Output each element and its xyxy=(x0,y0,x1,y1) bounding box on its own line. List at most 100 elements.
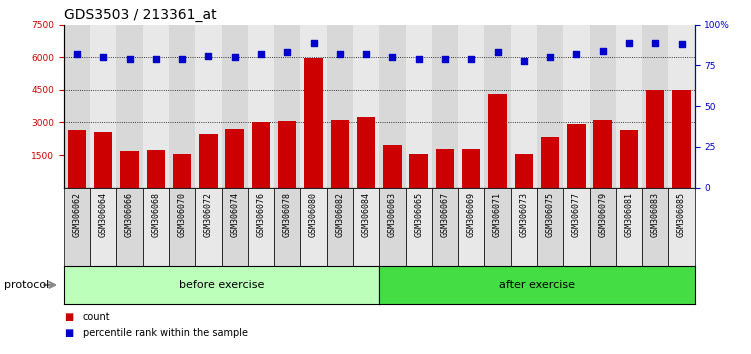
Bar xyxy=(406,25,432,188)
Bar xyxy=(64,25,90,188)
Bar xyxy=(225,129,244,188)
FancyBboxPatch shape xyxy=(432,188,458,266)
Bar xyxy=(199,135,218,188)
FancyBboxPatch shape xyxy=(90,188,116,266)
Point xyxy=(176,56,188,62)
Bar xyxy=(511,25,537,188)
Bar xyxy=(173,154,192,188)
Text: GSM306079: GSM306079 xyxy=(599,192,607,236)
Text: GSM306066: GSM306066 xyxy=(125,192,134,236)
FancyBboxPatch shape xyxy=(458,188,484,266)
Text: GSM306080: GSM306080 xyxy=(309,192,318,236)
Text: GSM306062: GSM306062 xyxy=(73,192,81,236)
FancyBboxPatch shape xyxy=(668,188,695,266)
Bar xyxy=(563,25,590,188)
Point xyxy=(466,56,478,62)
FancyBboxPatch shape xyxy=(64,188,90,266)
Text: GSM306063: GSM306063 xyxy=(388,192,397,236)
Point xyxy=(255,51,267,57)
Bar xyxy=(300,25,327,188)
Text: GSM306064: GSM306064 xyxy=(99,192,107,236)
Point xyxy=(98,55,110,60)
Text: GSM306077: GSM306077 xyxy=(572,192,581,236)
Bar xyxy=(304,58,323,188)
Text: GSM306085: GSM306085 xyxy=(677,192,686,236)
FancyBboxPatch shape xyxy=(379,188,406,266)
Bar xyxy=(278,121,297,188)
Text: count: count xyxy=(83,312,110,322)
Text: ■: ■ xyxy=(64,328,73,338)
FancyBboxPatch shape xyxy=(143,188,169,266)
FancyBboxPatch shape xyxy=(248,188,274,266)
Text: GSM306074: GSM306074 xyxy=(231,192,239,236)
Bar xyxy=(330,120,349,188)
Point xyxy=(439,56,451,62)
FancyBboxPatch shape xyxy=(642,188,668,266)
Text: GDS3503 / 213361_at: GDS3503 / 213361_at xyxy=(64,8,216,22)
Text: ■: ■ xyxy=(64,312,73,322)
Point xyxy=(282,50,294,55)
Bar xyxy=(120,151,139,188)
Text: GSM306082: GSM306082 xyxy=(336,192,344,236)
Bar xyxy=(357,117,376,188)
Text: GSM306075: GSM306075 xyxy=(546,192,554,236)
Point xyxy=(308,40,320,46)
Text: GSM306068: GSM306068 xyxy=(152,192,160,236)
Point xyxy=(124,56,136,62)
Bar xyxy=(642,25,668,188)
Bar xyxy=(668,25,695,188)
Text: GSM306076: GSM306076 xyxy=(257,192,265,236)
Bar xyxy=(146,150,165,188)
Bar xyxy=(514,154,533,188)
Bar xyxy=(94,132,113,188)
Bar xyxy=(646,90,665,188)
Bar xyxy=(672,90,691,188)
Point xyxy=(413,56,425,62)
Text: GSM306081: GSM306081 xyxy=(625,192,633,236)
Text: GSM306069: GSM306069 xyxy=(467,192,475,236)
Bar xyxy=(620,130,638,188)
Bar xyxy=(432,25,458,188)
Text: GSM306072: GSM306072 xyxy=(204,192,213,236)
FancyBboxPatch shape xyxy=(169,188,195,266)
Text: GSM306067: GSM306067 xyxy=(441,192,449,236)
Text: percentile rank within the sample: percentile rank within the sample xyxy=(83,328,248,338)
Point xyxy=(203,53,215,58)
Point xyxy=(387,55,399,60)
Point xyxy=(518,58,530,63)
Point xyxy=(150,56,162,62)
Bar xyxy=(143,25,169,188)
Bar xyxy=(327,25,353,188)
Text: before exercise: before exercise xyxy=(179,280,264,290)
Point xyxy=(649,40,661,46)
Text: protocol: protocol xyxy=(4,280,49,290)
Bar xyxy=(458,25,484,188)
FancyBboxPatch shape xyxy=(537,188,563,266)
Point xyxy=(544,55,556,60)
Text: GSM306065: GSM306065 xyxy=(415,192,423,236)
Bar xyxy=(353,25,379,188)
FancyBboxPatch shape xyxy=(511,188,537,266)
Bar xyxy=(488,94,507,188)
FancyBboxPatch shape xyxy=(484,188,511,266)
Bar xyxy=(379,25,406,188)
Bar xyxy=(462,149,481,188)
Bar xyxy=(616,25,642,188)
Text: GSM306083: GSM306083 xyxy=(651,192,659,236)
Bar xyxy=(274,25,300,188)
FancyBboxPatch shape xyxy=(195,188,222,266)
Text: GSM306070: GSM306070 xyxy=(178,192,186,236)
FancyBboxPatch shape xyxy=(274,188,300,266)
FancyBboxPatch shape xyxy=(327,188,353,266)
FancyBboxPatch shape xyxy=(353,188,379,266)
Point xyxy=(676,41,688,47)
Point xyxy=(71,51,83,57)
FancyBboxPatch shape xyxy=(406,188,432,266)
Bar xyxy=(567,124,586,188)
Bar xyxy=(590,25,616,188)
Point xyxy=(597,48,609,54)
Point xyxy=(360,51,372,57)
Point xyxy=(492,50,504,55)
Text: GSM306071: GSM306071 xyxy=(493,192,502,236)
Bar xyxy=(68,130,86,188)
